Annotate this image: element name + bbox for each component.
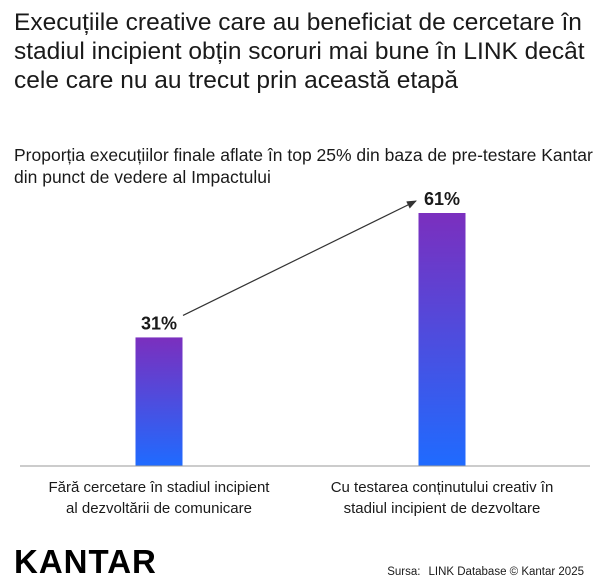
- growth-arrow: [182, 200, 417, 316]
- category-label-1: Fără cercetare în stadiul incipient al de…: [49, 479, 271, 517]
- source-label: Sursa:: [387, 566, 421, 578]
- chart-title: Execuțiile creative care au beneficiat d…: [14, 9, 585, 94]
- kantar-logo-text: KANTAR: [14, 543, 157, 579]
- bar-2: [418, 213, 466, 466]
- bar-1: [135, 337, 183, 466]
- kantar-logo: KANTAR: [14, 543, 157, 579]
- category-label-2: Cu testarea conținutului creativ în stadi…: [331, 479, 554, 517]
- data-label-2: 61%: [424, 189, 460, 209]
- source-text: LINK Database © Kantar 2025: [428, 566, 584, 578]
- chart-subtitle: Proporția execuțiilor finale aflate în t…: [14, 145, 593, 187]
- source-note: Sursa: LINK Database © Kantar 2025: [387, 566, 584, 578]
- data-label-1: 31%: [141, 313, 177, 333]
